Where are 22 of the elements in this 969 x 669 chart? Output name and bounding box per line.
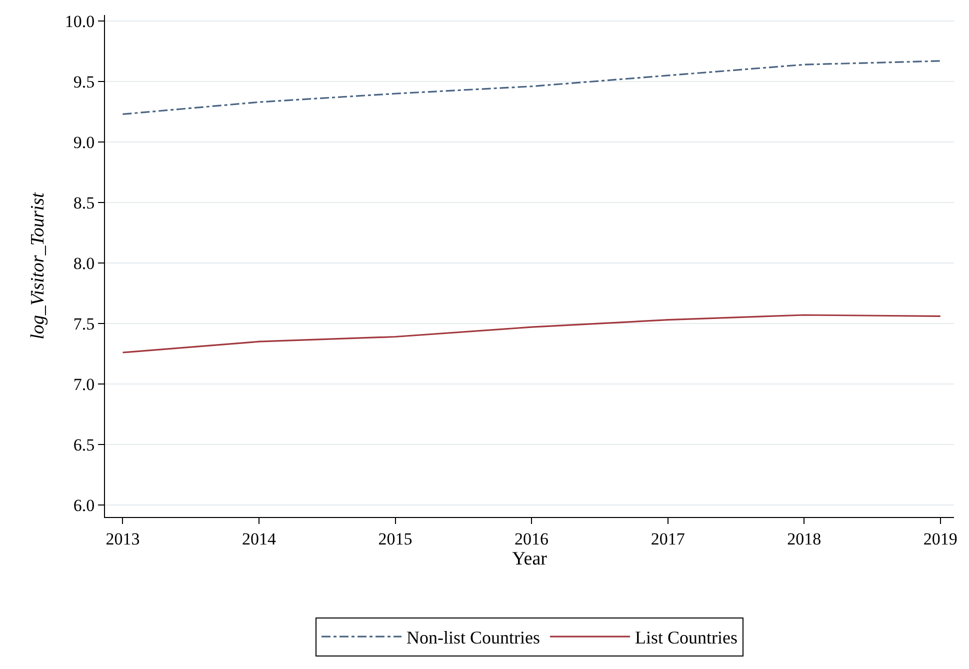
y-tick-label: 9.0 xyxy=(73,132,95,152)
y-tick-label: 10.0 xyxy=(64,12,95,31)
legend-label: Non-list Countries xyxy=(406,628,540,648)
x-tick-label: 2017 xyxy=(650,529,686,548)
x-tick-label: 2013 xyxy=(106,529,140,548)
legend-label: List Countries xyxy=(635,628,738,648)
x-tick-label: 2019 xyxy=(923,529,958,548)
y-tick-label: 8.0 xyxy=(73,254,95,273)
y-tick-label: 8.5 xyxy=(73,193,95,212)
x-tick-label: 2015 xyxy=(378,529,412,548)
y-axis-title: log_Visitor_Tourist xyxy=(28,192,49,340)
x-tick-label: 2016 xyxy=(514,529,549,548)
line-series xyxy=(122,314,942,354)
x-tick-label: 2014 xyxy=(242,529,276,548)
y-tick-label: 9.5 xyxy=(73,72,95,92)
y-tick-label: 6.0 xyxy=(73,496,95,515)
y-tick-label: 7.0 xyxy=(73,374,95,394)
y-tick-label: 7.5 xyxy=(73,314,95,334)
y-tick-label: 6.5 xyxy=(73,435,95,454)
x-axis-title: Year xyxy=(512,548,548,570)
line-series xyxy=(122,60,942,115)
x-tick-label: 2018 xyxy=(787,529,822,548)
